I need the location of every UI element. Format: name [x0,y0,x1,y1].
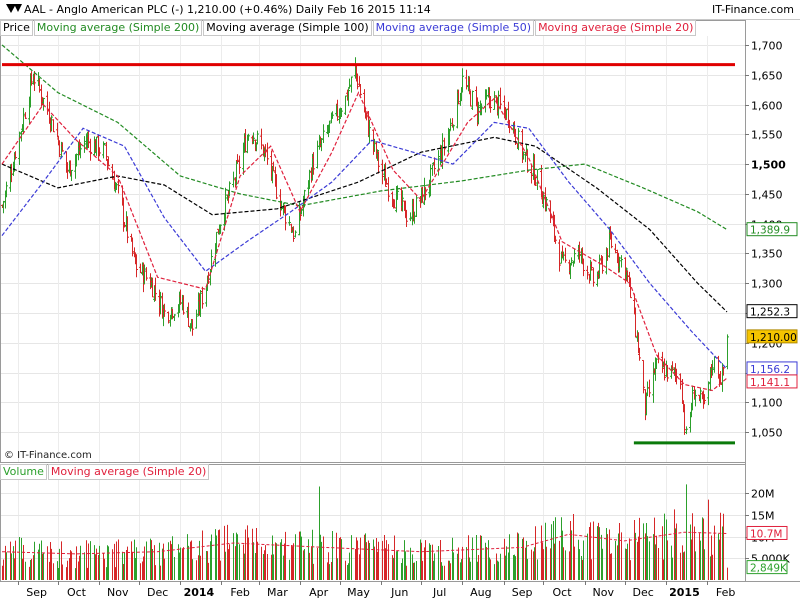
watermark: © IT-Finance.com [4,450,92,461]
volume-tick-label: 15M [751,510,775,523]
x-tick-label: Feb [230,586,249,599]
x-tick-label: Mar [267,586,288,599]
price-tick-label: 1,050 [751,427,783,440]
volume-ma20-line [1,531,728,555]
legend-item[interactable]: Price [0,20,33,36]
legend-item[interactable]: Moving average (Simple 20) [535,20,697,36]
ma50-line [1,121,728,370]
value-label-box-ma20 [746,374,798,389]
menu-arrow-icon[interactable] [6,4,16,13]
price-tick-label: 1,100 [751,397,783,410]
value-label-box-ma100 [746,304,798,319]
x-tick-label: Apr [309,586,329,599]
x-tick-label: Dec [633,586,654,599]
value-label-vol-last: 2,849K [750,563,788,575]
x-tick-label: Sep [26,586,47,599]
legend-item[interactable]: Moving average (Simple 50) [372,20,535,36]
legend-item[interactable]: Moving average (Simple 100) [203,20,372,36]
x-tick-label: Dec [147,586,168,599]
value-label-box-ma200 [746,222,798,237]
price-tick-label: 1,650 [751,70,783,83]
legend-item[interactable]: Moving average (Simple 200) [33,20,203,36]
x-tick-label: 2014 [184,586,215,599]
x-tick-label: Aug [470,586,491,599]
price-tick-label: 1,450 [751,189,783,202]
value-label-vol-ma: 10.7M [750,528,782,540]
price-tick-label: 1,350 [751,248,783,261]
ma100-line [1,136,728,313]
axis-labels: 1,0501,1001,1501,2001,2501,3001,3501,400… [26,40,798,599]
value-label-ma50: 1,156.2 [750,364,790,376]
chart-title: AAL - Anglo American PLC (-) 1,210.00 (+… [24,3,431,16]
price-tick-label: 1,500 [751,159,786,172]
ma200-line [1,44,728,231]
legend-item[interactable]: Moving average (Simple 20) [47,464,210,480]
value-label-last: 1,210.00 [750,332,797,344]
horizontal-lines [2,63,735,445]
value-label-box-last [746,329,798,344]
axes [0,20,800,585]
x-tick-label: Oct [67,586,87,599]
volume-bars [1,484,728,580]
x-tick-label: 2015 [669,586,700,599]
price-panel-frame [0,20,746,463]
value-label-ma200: 1,389.9 [750,225,790,237]
moving-average-lines [1,44,728,392]
value-label-ma20: 1,141.1 [750,377,790,389]
value-label-box-vol-last [746,560,788,575]
x-tick-label: Jun [390,586,408,599]
ma20-line [1,91,728,392]
price-grid [1,36,745,462]
price-tick-label: 1,600 [751,100,783,113]
value-label-ma100: 1,252.3 [750,307,790,319]
x-tick-label: Sep [512,586,533,599]
x-tick-label: Nov [107,586,129,599]
x-tick-label: Nov [593,586,615,599]
x-tick-label: May [347,586,370,599]
price-tick-label: 1,300 [751,278,783,291]
x-tick-label: Jul [432,586,446,599]
legend-item[interactable]: Volume [0,464,47,480]
x-tick-label: Feb [716,586,735,599]
price-tick-label: 1,550 [751,129,783,142]
brand-label: IT-Finance.com [712,3,794,16]
price-tick-label: 1,700 [751,40,783,53]
dropdown-arrow-icon[interactable] [14,4,22,12]
x-tick-label: Oct [553,586,573,599]
value-label-box-vol-ma [746,525,788,540]
price-candles [1,57,729,435]
volume-tick-label: 20M [751,488,775,501]
title-bar: AAL - Anglo American PLC (-) 1,210.00 (+… [0,0,800,20]
